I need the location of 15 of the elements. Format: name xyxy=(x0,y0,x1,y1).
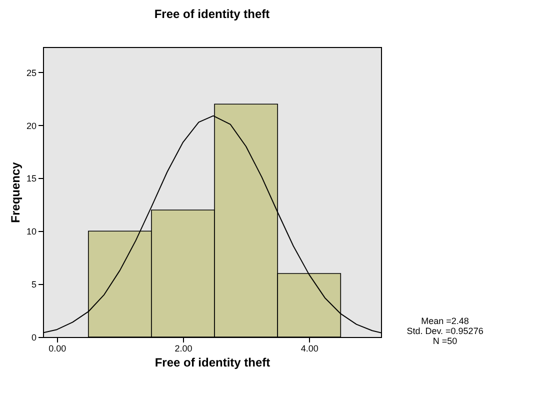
y-tick-label: 5 xyxy=(31,280,36,290)
x-tick-label: 0.00 xyxy=(48,344,66,354)
x-tick-label: 2.00 xyxy=(174,344,192,354)
y-tick-label: 20 xyxy=(26,120,36,131)
text: N =50 xyxy=(432,336,458,346)
text: Std. Dev. =0.95276 xyxy=(406,326,484,336)
text: Mean =2.48 xyxy=(421,316,469,326)
x-tick-label: 4.00 xyxy=(300,344,318,354)
y-tick-label: 15 xyxy=(26,174,36,184)
chart-title: Free of identity theft xyxy=(154,7,270,21)
y-tick-label: 0 xyxy=(31,332,36,342)
y-tick-label: 25 xyxy=(26,68,36,78)
x-axis-title: Free of identity theft xyxy=(154,356,270,370)
y-axis-title: Frequency xyxy=(8,162,22,223)
y-tick-label: 10 xyxy=(26,226,36,237)
